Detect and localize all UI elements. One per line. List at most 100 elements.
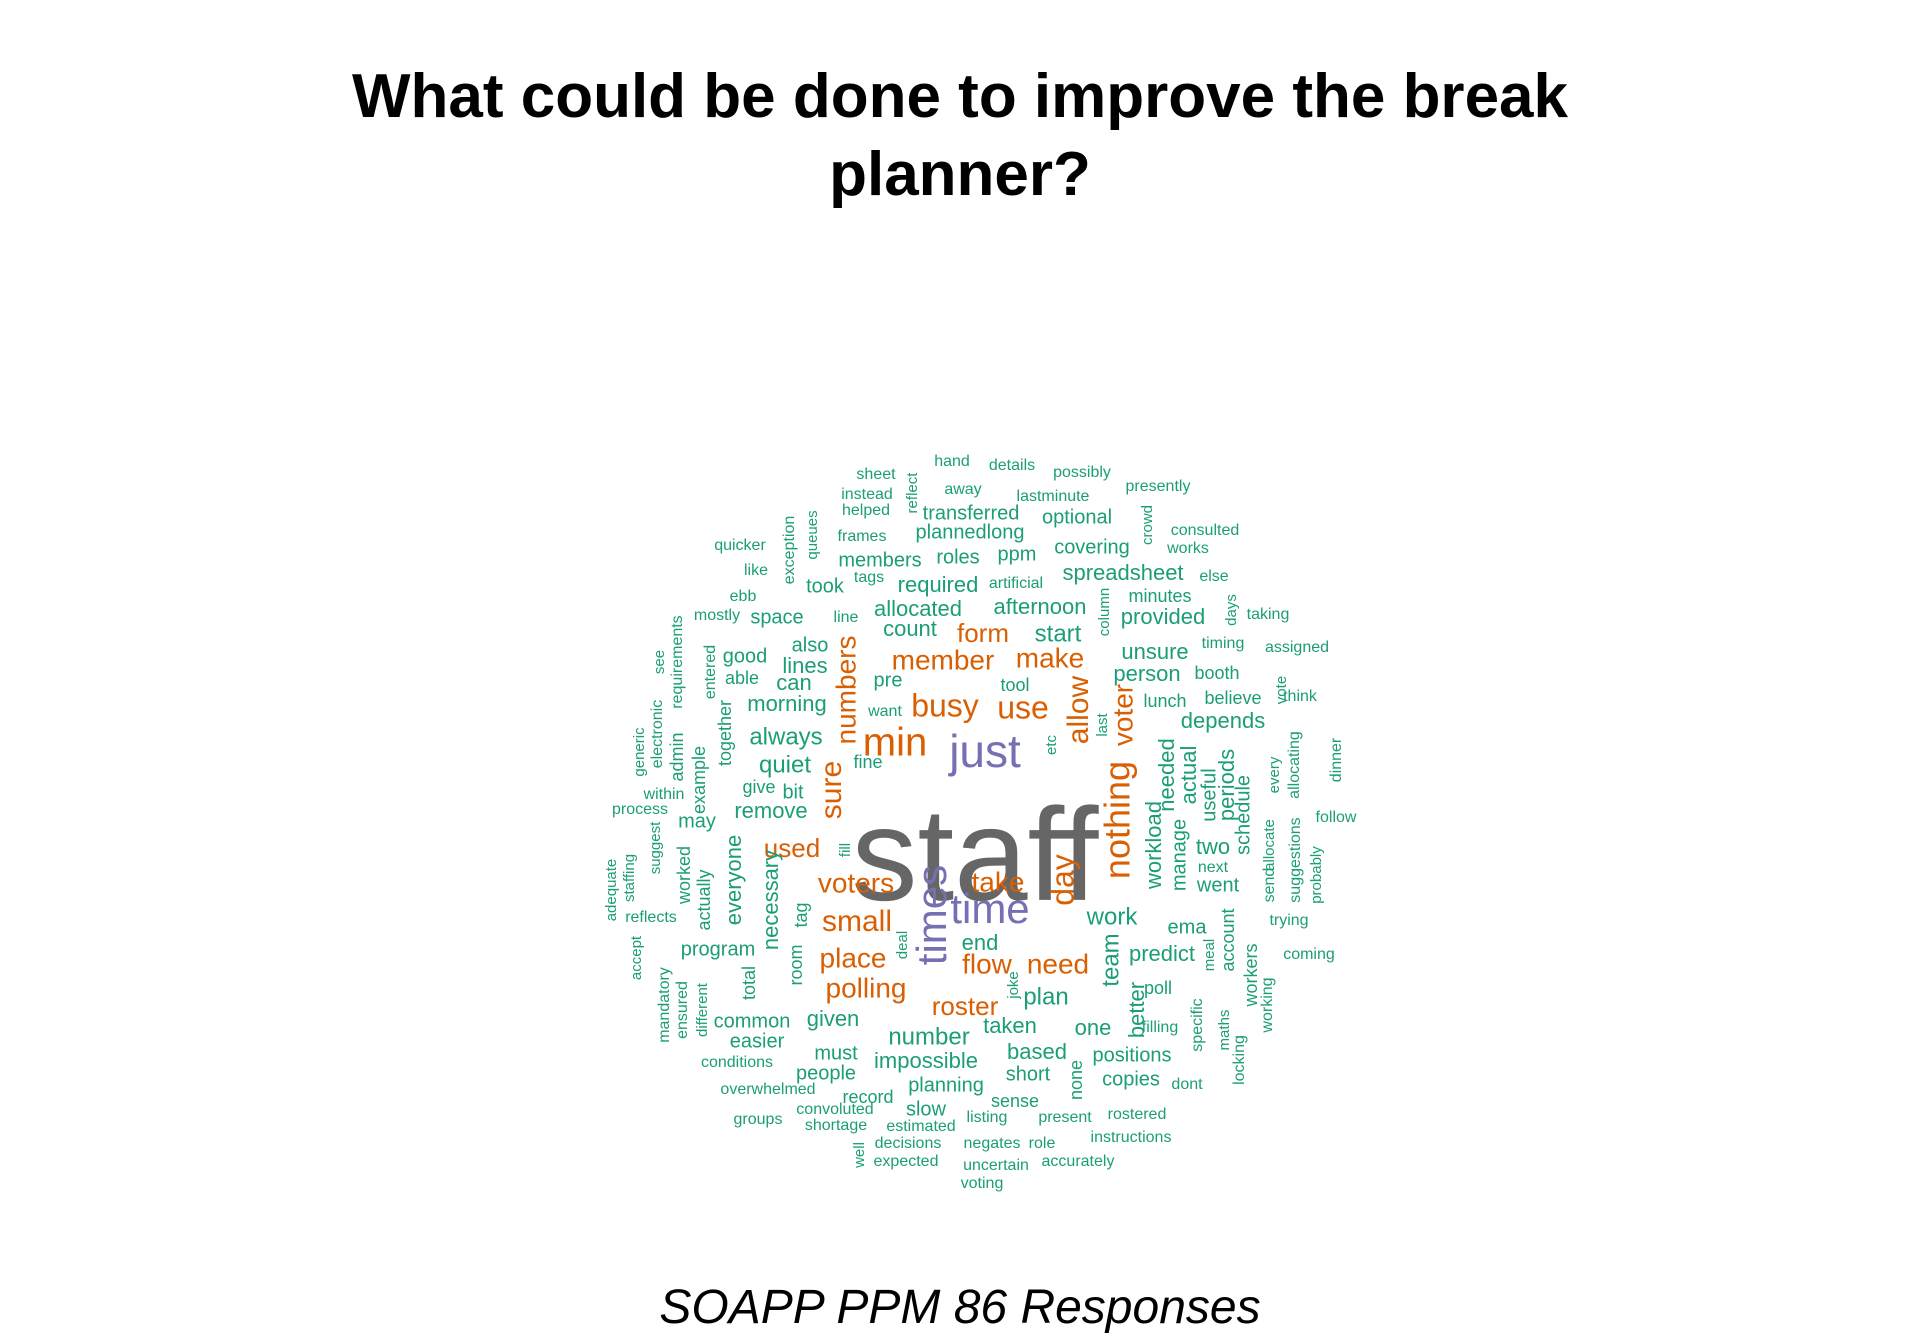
word-number: number <box>888 1023 969 1050</box>
word-line: line <box>834 609 859 626</box>
word-admin: admin <box>667 732 687 781</box>
word-easier: easier <box>730 1030 785 1052</box>
word-allocating: allocating <box>1286 731 1303 799</box>
word-possibly: possibly <box>1053 464 1111 481</box>
word-ema: ema <box>1168 916 1208 938</box>
word-always: always <box>749 723 822 750</box>
word-adequate: adequate <box>603 859 620 922</box>
word-vote: vote <box>1273 676 1290 704</box>
word-taking: taking <box>1247 606 1290 623</box>
word-voters: voters <box>818 867 894 898</box>
word-reflect: reflect <box>904 472 921 514</box>
word-works: works <box>1166 540 1209 557</box>
word-everyone: everyone <box>721 835 746 926</box>
word-end: end <box>962 930 999 955</box>
word-common: common <box>714 1010 791 1032</box>
word-allocated: allocated <box>874 596 962 621</box>
word-two: two <box>1196 834 1230 859</box>
word-morning: morning <box>747 691 826 716</box>
word-convoluted: convoluted <box>796 1101 873 1118</box>
word-estimated: estimated <box>886 1118 955 1135</box>
word-minutes: minutes <box>1128 586 1191 606</box>
word-copies: copies <box>1102 1068 1160 1090</box>
word-fill: fill <box>837 843 854 857</box>
title-line-2: planner? <box>829 140 1091 209</box>
word-plannedlong: plannedlong <box>916 521 1025 543</box>
word-coming: coming <box>1283 946 1335 963</box>
word-specific: specific <box>1189 998 1206 1051</box>
word-take: take <box>972 866 1025 897</box>
word-short: short <box>1006 1063 1051 1085</box>
word-requirements: requirements <box>669 615 686 708</box>
word-must: must <box>814 1042 858 1064</box>
word-send: send <box>1261 868 1278 903</box>
word-took: took <box>806 575 845 597</box>
word-flow: flow <box>962 948 1013 979</box>
word-just: just <box>947 725 1021 777</box>
word-give: give <box>742 777 775 797</box>
word-worked: worked <box>674 846 694 905</box>
word-filling: filling <box>1142 1019 1178 1036</box>
page-title: What could be done to improve the break … <box>0 58 1920 214</box>
word-able: able <box>725 668 759 688</box>
word-predict: predict <box>1129 941 1195 966</box>
word-bit: bit <box>782 781 804 803</box>
word-voting: voting <box>961 1175 1004 1192</box>
word-numbers: numbers <box>830 636 861 745</box>
word-every: every <box>1266 756 1283 793</box>
word-necessary: necessary <box>758 850 783 950</box>
word-fine: fine <box>853 752 882 772</box>
word-decisions: decisions <box>875 1135 942 1152</box>
word-space: space <box>750 606 803 628</box>
word-spreadsheet: spreadsheet <box>1062 560 1183 585</box>
word-follow: follow <box>1316 809 1357 826</box>
word-provided: provided <box>1121 604 1205 629</box>
word-mandatory: mandatory <box>656 967 673 1043</box>
word-maths: maths <box>1216 1010 1233 1051</box>
word-count: count <box>883 616 937 641</box>
word-conditions: conditions <box>701 1054 773 1071</box>
word-suggest: suggest <box>647 821 664 874</box>
word-total: total <box>739 966 759 1000</box>
word-small: small <box>822 905 892 938</box>
word-poll: poll <box>1144 978 1172 998</box>
word-suggestions: suggestions <box>1287 817 1304 902</box>
word-staffing: staffing <box>621 854 638 902</box>
word-sense: sense <box>991 1091 1039 1111</box>
word-positions: positions <box>1093 1044 1172 1066</box>
word-staff: staff <box>851 781 1098 928</box>
word-also: also <box>792 634 829 656</box>
word-transferred: transferred <box>923 502 1020 524</box>
word-ebb: ebb <box>730 588 757 605</box>
word-members: members <box>838 549 921 571</box>
word-locking: locking <box>1231 1035 1248 1085</box>
word-schedule: schedule <box>1232 775 1254 855</box>
word-actual: actual <box>1176 746 1201 805</box>
word-accurately: accurately <box>1042 1153 1115 1170</box>
word-away: away <box>944 481 981 498</box>
word-details: details <box>989 457 1035 474</box>
word-actually: actually <box>694 869 714 930</box>
word-quicker: quicker <box>714 537 766 554</box>
word-tag: tag <box>791 902 811 927</box>
word-instead: instead <box>841 486 893 503</box>
word-crowd: crowd <box>1139 505 1156 545</box>
word-lines: lines <box>782 653 827 678</box>
word-depends: depends <box>1181 708 1265 733</box>
word-sure: sure <box>815 761 848 819</box>
word-electronic: electronic <box>649 700 666 768</box>
word-like: like <box>744 562 768 579</box>
word-assigned: assigned <box>1265 639 1329 656</box>
word-workers: workers <box>1241 943 1261 1007</box>
word-example: example <box>689 746 709 814</box>
word-start: start <box>1035 620 1082 647</box>
word-sheet: sheet <box>856 466 896 483</box>
word-needed: needed <box>1154 738 1179 811</box>
caption: SOAPP PPM 86 Responses <box>659 1281 1261 1334</box>
word-instructions: instructions <box>1091 1129 1172 1146</box>
word-listing: listing <box>967 1109 1008 1126</box>
word-expected: expected <box>874 1153 939 1170</box>
word-deal: deal <box>894 931 911 959</box>
word-want: want <box>867 703 902 720</box>
